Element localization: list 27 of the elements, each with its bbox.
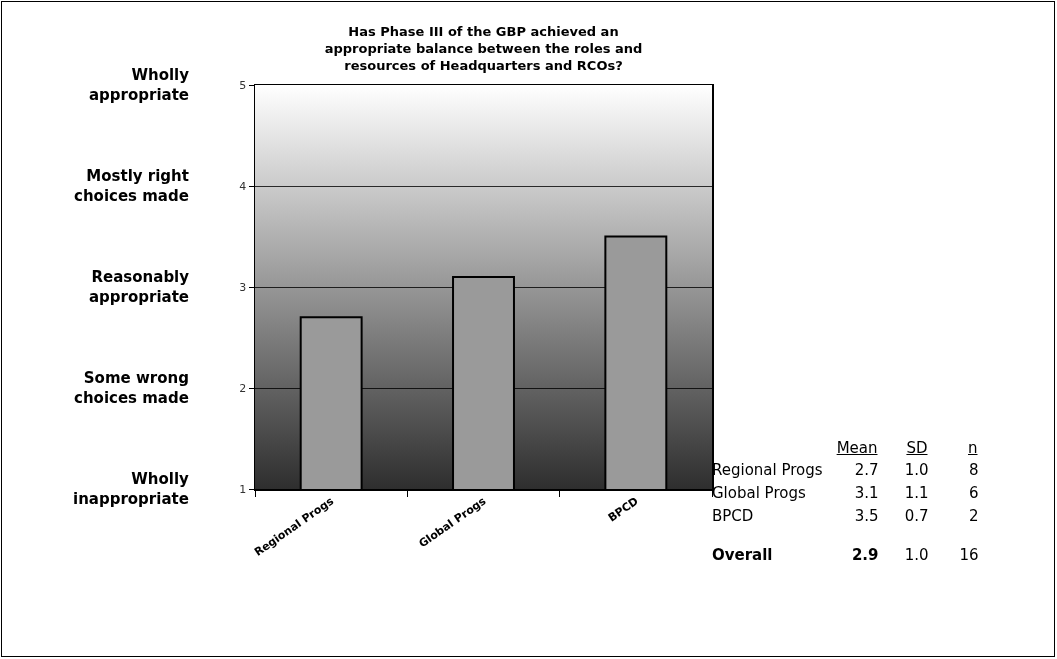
data-label: 16 <box>958 544 979 566</box>
text: Mostly right choices made <box>74 167 189 205</box>
text: SD <box>905 438 929 458</box>
text: Mean <box>835 438 879 458</box>
y-tick-label: 5 <box>239 78 247 92</box>
chart-title: Has Phase III of the GBP achieved an appropriate balance between the roles and resources of Headquarters and RCOs? <box>324 24 643 74</box>
text: Wholly appropriate <box>89 66 190 104</box>
data-label: 0.7 <box>903 505 929 527</box>
text: Wholly inappropriate <box>73 470 190 508</box>
y-tick-label: 1 <box>239 482 247 496</box>
data-label: 1.0 <box>903 459 929 481</box>
data-label: 6 <box>967 482 979 504</box>
data-label: 2.9 <box>850 544 879 566</box>
category-label: Overall <box>712 544 774 566</box>
data-label: 1.1 <box>903 482 929 504</box>
text: n <box>967 438 979 458</box>
y-tick-label: 3 <box>239 280 247 294</box>
data-label: 2 <box>967 505 979 527</box>
text: Reasonably appropriate <box>89 268 190 306</box>
text: Some wrong choices made <box>74 369 189 407</box>
y-tick-label: 2 <box>239 381 247 395</box>
data-label: 1.0 <box>903 544 929 566</box>
data-label: 3.5 <box>853 505 879 527</box>
data-label: 2.7 <box>853 459 879 481</box>
data-label: 8 <box>967 459 979 481</box>
data-label: 3.1 <box>853 482 879 504</box>
y-tick-label: 4 <box>239 179 247 193</box>
